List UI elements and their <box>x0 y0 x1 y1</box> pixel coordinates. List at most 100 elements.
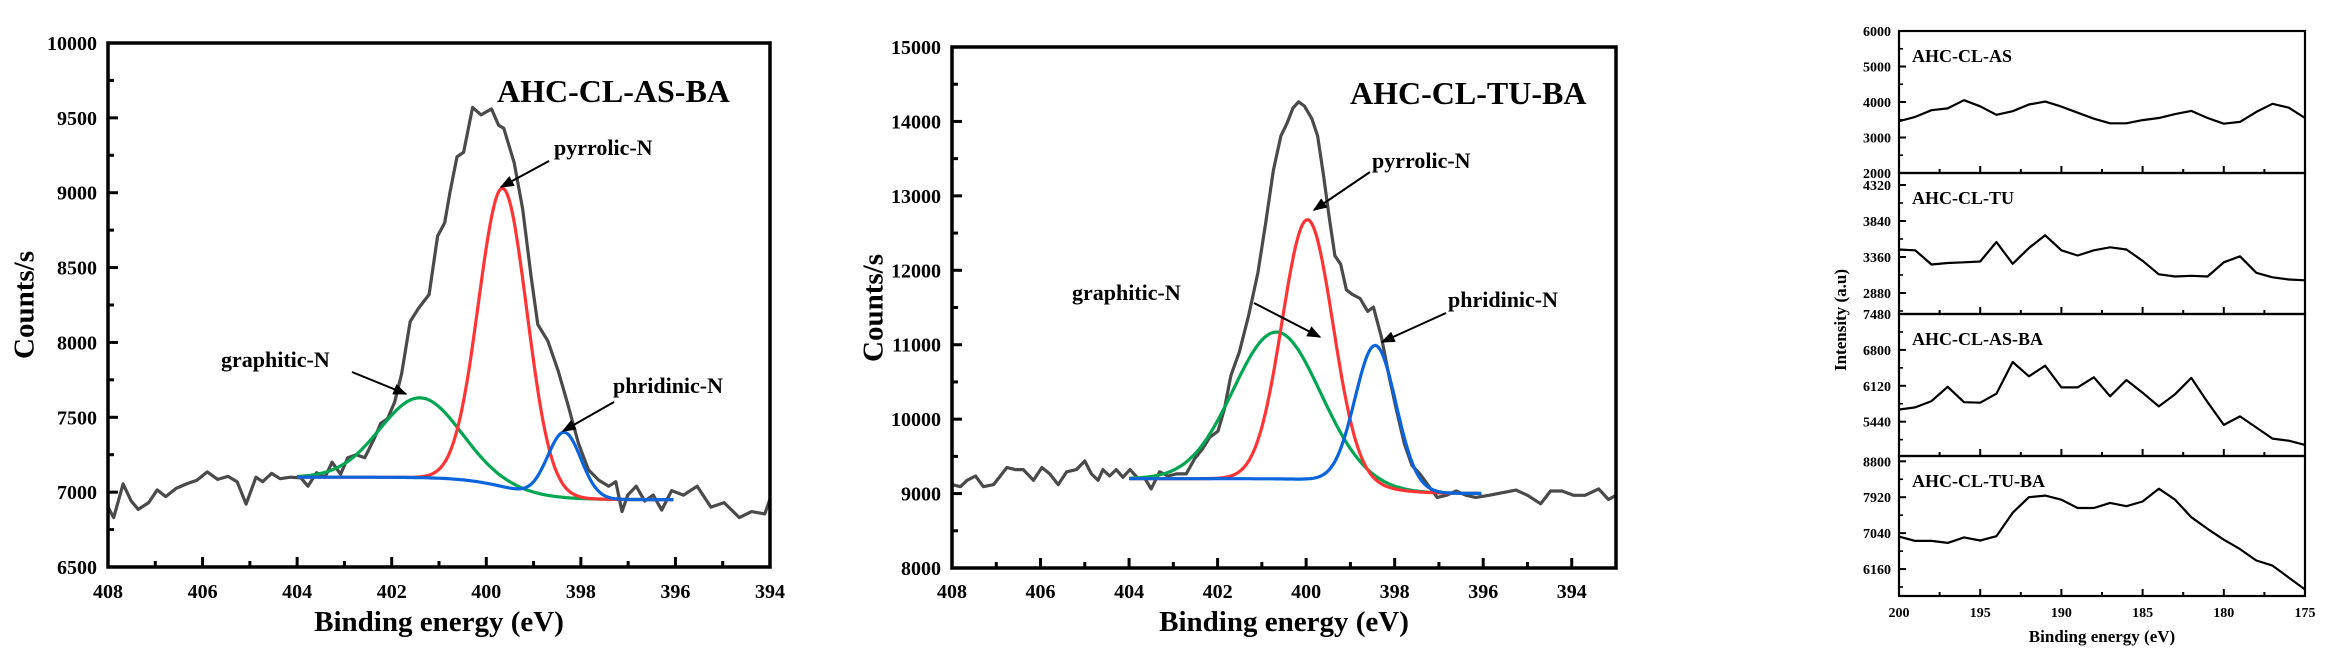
y-tick-label: 3840 <box>1863 215 1891 230</box>
y-tick-label: 5440 <box>1863 416 1891 431</box>
annotation-label: phridinic-N <box>613 373 723 398</box>
y-tick-label: 4320 <box>1863 179 1891 194</box>
xps-chart-2: 8000 9000 10000 11000 12000 13000 14000 15000 40… <box>858 37 1618 638</box>
y-tick-label: 11000 <box>892 335 941 357</box>
y-tick-label: 8500 <box>57 258 97 280</box>
x-tick-label: 185 <box>2132 606 2153 621</box>
x-tick-label: 408 <box>93 581 123 603</box>
annotation-arrow <box>1380 312 1447 343</box>
x-tick-label: 402 <box>1203 581 1233 603</box>
x-tick-label: 406 <box>188 581 218 603</box>
annotation-arrow <box>1312 171 1371 211</box>
y-tick-label: 10000 <box>891 409 941 431</box>
panel-line <box>1898 360 2306 446</box>
x-tick-label: 402 <box>377 581 407 603</box>
annotation-arrow <box>561 401 615 432</box>
y-tick-label: 12000 <box>891 260 941 282</box>
y-tick-label: 9000 <box>57 183 97 205</box>
fit-component-pyrrolic-n <box>297 186 674 502</box>
y-tick-label: 6500 <box>57 557 97 579</box>
panel-frame <box>1897 454 2307 598</box>
x-tick-label: 400 <box>1291 581 1321 603</box>
x-tick-label: 398 <box>566 581 596 603</box>
annotation-label: phridinic-N <box>1448 287 1558 312</box>
raw-spectrum-line <box>106 105 772 520</box>
x-axis-title: Binding energy (eV) <box>314 606 564 638</box>
panel-ahc-cl-tu-ba: 6160 7040 7920 8800 AHC-CL-TU-BA <box>1863 454 2307 598</box>
y-tick-label: 6800 <box>1863 344 1891 359</box>
x-tick-label: 404 <box>1114 581 1144 603</box>
fit-component-graphitic-n <box>1129 330 1482 496</box>
panel-title: AHC-CL-AS <box>1912 46 2012 66</box>
x-tick-label: 394 <box>755 581 785 603</box>
y-tick-label: 15000 <box>891 37 941 59</box>
x-tick-label: 190 <box>2051 606 2072 621</box>
y-tick-label: 2000 <box>1863 167 1891 182</box>
y-axis-title: Counts/s <box>9 251 41 359</box>
y-tick-label: 3360 <box>1863 251 1891 266</box>
stacked-panel-chart: 2000 3000 4000 5000 6000 AHC-CL-AS 2880 3360 384… <box>1831 25 2316 646</box>
annotation-label: graphitic-N <box>221 347 330 372</box>
panel-line <box>1898 487 2306 591</box>
y-tick-label: 10000 <box>47 33 97 55</box>
plot-frame <box>106 41 772 569</box>
x-tick-label: 408 <box>937 581 967 603</box>
annotation-arrow <box>499 160 550 188</box>
y-tick-label: 6000 <box>1863 25 1891 40</box>
panel-ahc-cl-as-ba: 5440 6120 6800 7480 AHC-CL-AS-BA <box>1863 308 2307 458</box>
chart-title: AHC-CL-AS-BA <box>497 73 730 109</box>
annotation-label: pyrrolic-N <box>554 135 653 160</box>
y-tick-label: 3000 <box>1863 132 1891 147</box>
y-tick-label: 7920 <box>1863 491 1891 506</box>
panel-line <box>1898 99 2306 125</box>
y-tick-label: 7000 <box>57 482 97 504</box>
x-tick-label: 398 <box>1380 581 1410 603</box>
x-tick-label: 396 <box>1468 581 1498 603</box>
panel-title: AHC-CL-AS-BA <box>1912 329 2043 349</box>
x-tick-label: 394 <box>1557 581 1587 603</box>
y-tick-label: 7480 <box>1863 308 1891 323</box>
y-tick-label: 8800 <box>1863 455 1891 470</box>
y-tick-label: 7040 <box>1863 527 1891 542</box>
y-axis-title: Counts/s <box>858 254 890 362</box>
y-tick-label: 7500 <box>57 407 97 429</box>
x-axis-title: Binding energy (eV) <box>1159 606 1409 638</box>
fit-component-pyrrolic-n <box>1129 218 1482 496</box>
x-tick-label: 175 <box>2295 606 2316 621</box>
y-axis-title: Intensity (a.u) <box>1831 269 1850 371</box>
y-tick-label: 5000 <box>1863 61 1891 76</box>
annotation-label: pyrrolic-N <box>1372 148 1471 173</box>
x-tick-label: 396 <box>660 581 690 603</box>
y-tick-label: 8000 <box>57 332 97 354</box>
fit-component-phridinic-n <box>297 430 674 502</box>
y-tick-label: 2880 <box>1863 287 1891 302</box>
x-tick-label: 195 <box>1970 606 1991 621</box>
y-tick-label: 14000 <box>891 111 941 133</box>
y-tick-label: 6160 <box>1863 563 1891 578</box>
annotation-arrow <box>351 371 408 395</box>
panel-ahc-cl-tu: 2880 3360 3840 4320 AHC-CL-TU <box>1863 171 2307 316</box>
panel-line <box>1898 234 2306 282</box>
chart-title: AHC-CL-TU-BA <box>1350 75 1586 111</box>
x-tick-label: 406 <box>1026 581 1056 603</box>
y-tick-label: 13000 <box>891 186 941 208</box>
xps-chart-1: 6500 7000 7500 8000 8500 9000 9500 10000 408 406 4… <box>9 33 785 638</box>
y-tick-label: 6120 <box>1863 380 1891 395</box>
x-tick-label: 400 <box>471 581 501 603</box>
y-tick-label: 4000 <box>1863 96 1891 111</box>
panel-title: AHC-CL-TU <box>1912 188 2014 208</box>
fit-component-phridinic-n <box>1129 343 1482 496</box>
panel-ahc-cl-as: 2000 3000 4000 5000 6000 AHC-CL-AS <box>1863 25 2307 182</box>
panel-title: AHC-CL-TU-BA <box>1912 471 2045 491</box>
annotation-arrow <box>1253 302 1322 338</box>
y-tick-label: 9000 <box>901 484 941 506</box>
annotation-label: graphitic-N <box>1072 280 1181 305</box>
plot-frame <box>950 45 1618 570</box>
x-tick-label: 200 <box>1889 606 1910 621</box>
x-tick-label: 180 <box>2213 606 2234 621</box>
y-tick-label: 8000 <box>901 558 941 580</box>
y-tick-label: 9500 <box>57 108 97 130</box>
x-tick-label: 404 <box>282 581 312 603</box>
x-axis-title: Binding energy (eV) <box>2029 627 2175 646</box>
